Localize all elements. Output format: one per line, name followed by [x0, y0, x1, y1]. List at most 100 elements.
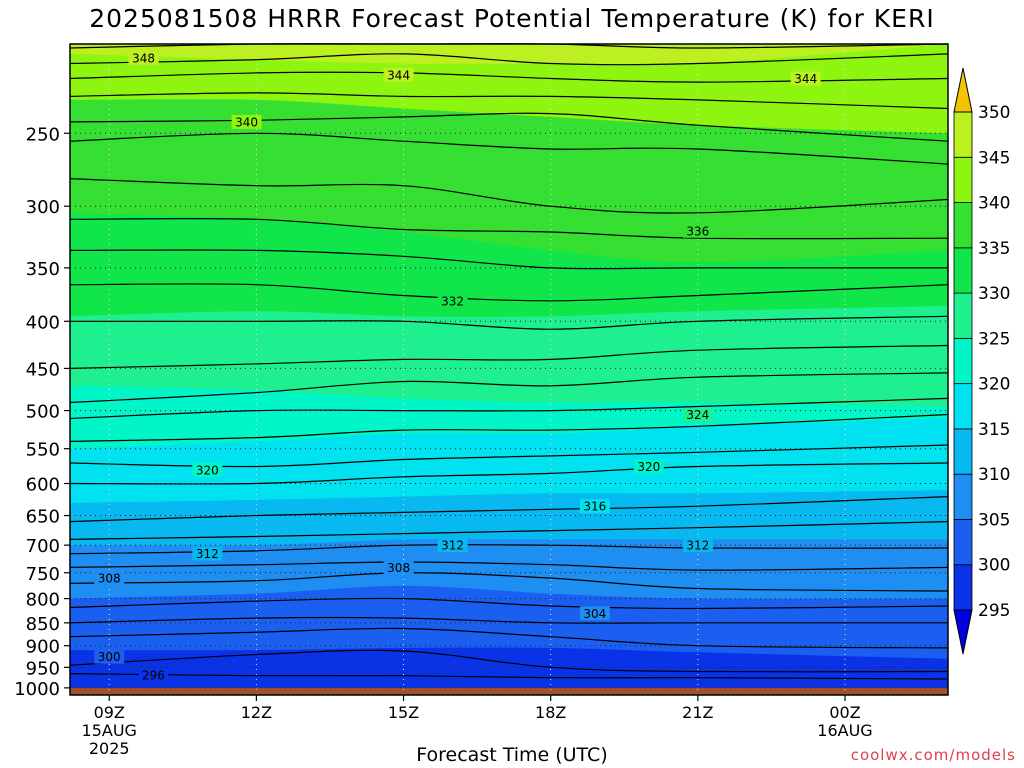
contour-line-17: [69, 283, 949, 302]
contour-line-6: [69, 561, 949, 571]
colorbar-label-350: 350: [978, 103, 1010, 123]
y-tick-label-250: 250: [26, 124, 60, 145]
x-tick-sublabel-15AUG: 15AUG: [82, 721, 137, 740]
colorbar-segment-345: [953, 111, 973, 158]
x-tick-label-12Z: 12Z: [241, 703, 272, 722]
contour-line-2: [69, 627, 949, 649]
contour-label-bg-3: [231, 114, 262, 129]
contour-label-6: 324: [686, 408, 709, 422]
contour-line-25: [69, 53, 949, 66]
x-tick-label-09Z: 09Z: [94, 703, 125, 722]
contour-label-bg-15: [579, 606, 610, 621]
contour-label-14: 308: [98, 572, 121, 586]
y-tick-label-450: 450: [26, 359, 60, 380]
colorbar-segment-325: [953, 292, 973, 339]
contour-line-14: [69, 372, 949, 404]
contour-line-12: [69, 413, 949, 442]
x-tick-label-00Z: 00Z: [829, 703, 860, 722]
colorbar-label-300: 300: [978, 556, 1010, 576]
colorbar-segment-335: [953, 202, 973, 249]
contour-line-7: [69, 544, 949, 555]
contour-line-24: [69, 71, 949, 83]
contour-label-bg-11: [682, 538, 713, 553]
y-tick-label-900: 900: [26, 637, 60, 658]
x-tick-sublabel-2025: 2025: [89, 739, 130, 758]
contour-line-8: [69, 521, 949, 540]
contour-label-bg-12: [192, 546, 223, 561]
contour-label-0: 348: [132, 51, 155, 65]
contour-label-9: 316: [583, 500, 606, 514]
contour-label-bg-5: [437, 293, 468, 308]
x-tick-label-18Z: 18Z: [535, 703, 566, 722]
contour-label-12: 312: [196, 547, 219, 561]
colorbar-segment-295: [953, 564, 973, 611]
fill-band-340: [70, 44, 948, 134]
ground-fill: [70, 687, 948, 695]
contour-label-7: 320: [196, 463, 219, 477]
colorbar-segment-300: [953, 519, 973, 566]
contour-line-20: [69, 178, 949, 214]
contour-line-18: [69, 249, 948, 270]
contour-label-4: 336: [686, 224, 709, 238]
contour-line-19: [69, 217, 949, 240]
contour-label-16: 300: [98, 650, 121, 664]
colorbar-label-325: 325: [978, 329, 1010, 349]
y-tick-label-300: 300: [26, 197, 60, 218]
colorbar-label-330: 330: [978, 284, 1010, 304]
contour-label-bg-17: [138, 667, 169, 682]
y-tick-label-350: 350: [26, 259, 60, 280]
contour-label-bg-2: [790, 71, 821, 86]
y-tick-label-800: 800: [26, 590, 60, 611]
contour-label-15: 304: [583, 607, 606, 621]
colorbar-label-335: 335: [978, 239, 1010, 259]
contour-label-bg-6: [682, 407, 713, 422]
contour-line-23: [69, 92, 949, 110]
contour-label-bg-8: [633, 459, 664, 474]
contour-label-bg-1: [383, 67, 414, 82]
colorbar-label-305: 305: [978, 510, 1010, 530]
contour-line-1: [69, 649, 949, 673]
contour-line-21: [69, 132, 949, 165]
contour-line-0: [69, 673, 949, 680]
contour-label-8: 320: [637, 460, 660, 474]
contour-line-15: [69, 344, 949, 369]
plot-frame: [69, 43, 949, 696]
colorbar-segment-340: [953, 156, 973, 203]
contour-line-11: [69, 444, 949, 468]
contour-label-13: 308: [387, 561, 410, 575]
x-tick-label-21Z: 21Z: [682, 703, 713, 722]
colorbar-label-340: 340: [978, 194, 1010, 214]
credit-link[interactable]: coolwx.com/models: [850, 746, 1016, 764]
contour-label-bg-4: [682, 223, 713, 238]
contour-label-1: 344: [387, 68, 410, 82]
contour-label-bg-14: [94, 571, 125, 586]
x-axis-title: Forecast Time (UTC): [416, 744, 608, 766]
y-tick-label-550: 550: [26, 440, 60, 461]
contour-label-10: 312: [441, 539, 464, 553]
y-tick-label-750: 750: [26, 564, 60, 585]
y-tick-label-400: 400: [26, 312, 60, 333]
contour-line-3: [69, 616, 948, 624]
colorbar-label-315: 315: [978, 420, 1010, 440]
x-tick-label-15Z: 15Z: [388, 703, 419, 722]
contour-label-bg-13: [383, 560, 414, 575]
colorbar-segment-315: [953, 383, 973, 430]
colorbar-segment-310: [953, 428, 973, 475]
chart-title: 2025081508 HRRR Forecast Potential Tempe…: [89, 4, 935, 33]
y-tick-label-650: 650: [26, 507, 60, 528]
contour-label-3: 340: [235, 115, 258, 129]
colorbar-segment-320: [953, 337, 973, 385]
contour-line-4: [69, 597, 949, 610]
contour-line-5: [69, 572, 949, 592]
contour-line-10: [69, 462, 949, 485]
colorbar-label-345: 345: [978, 148, 1010, 168]
colorbar-label-310: 310: [978, 465, 1010, 485]
contour-label-17: 296: [142, 668, 165, 682]
colorbar-label-320: 320: [978, 375, 1010, 395]
colorbar-segment-330: [953, 247, 973, 294]
y-tick-label-1000: 1000: [14, 679, 60, 700]
y-tick-label-850: 850: [26, 614, 60, 635]
contour-line-16: [69, 315, 949, 330]
